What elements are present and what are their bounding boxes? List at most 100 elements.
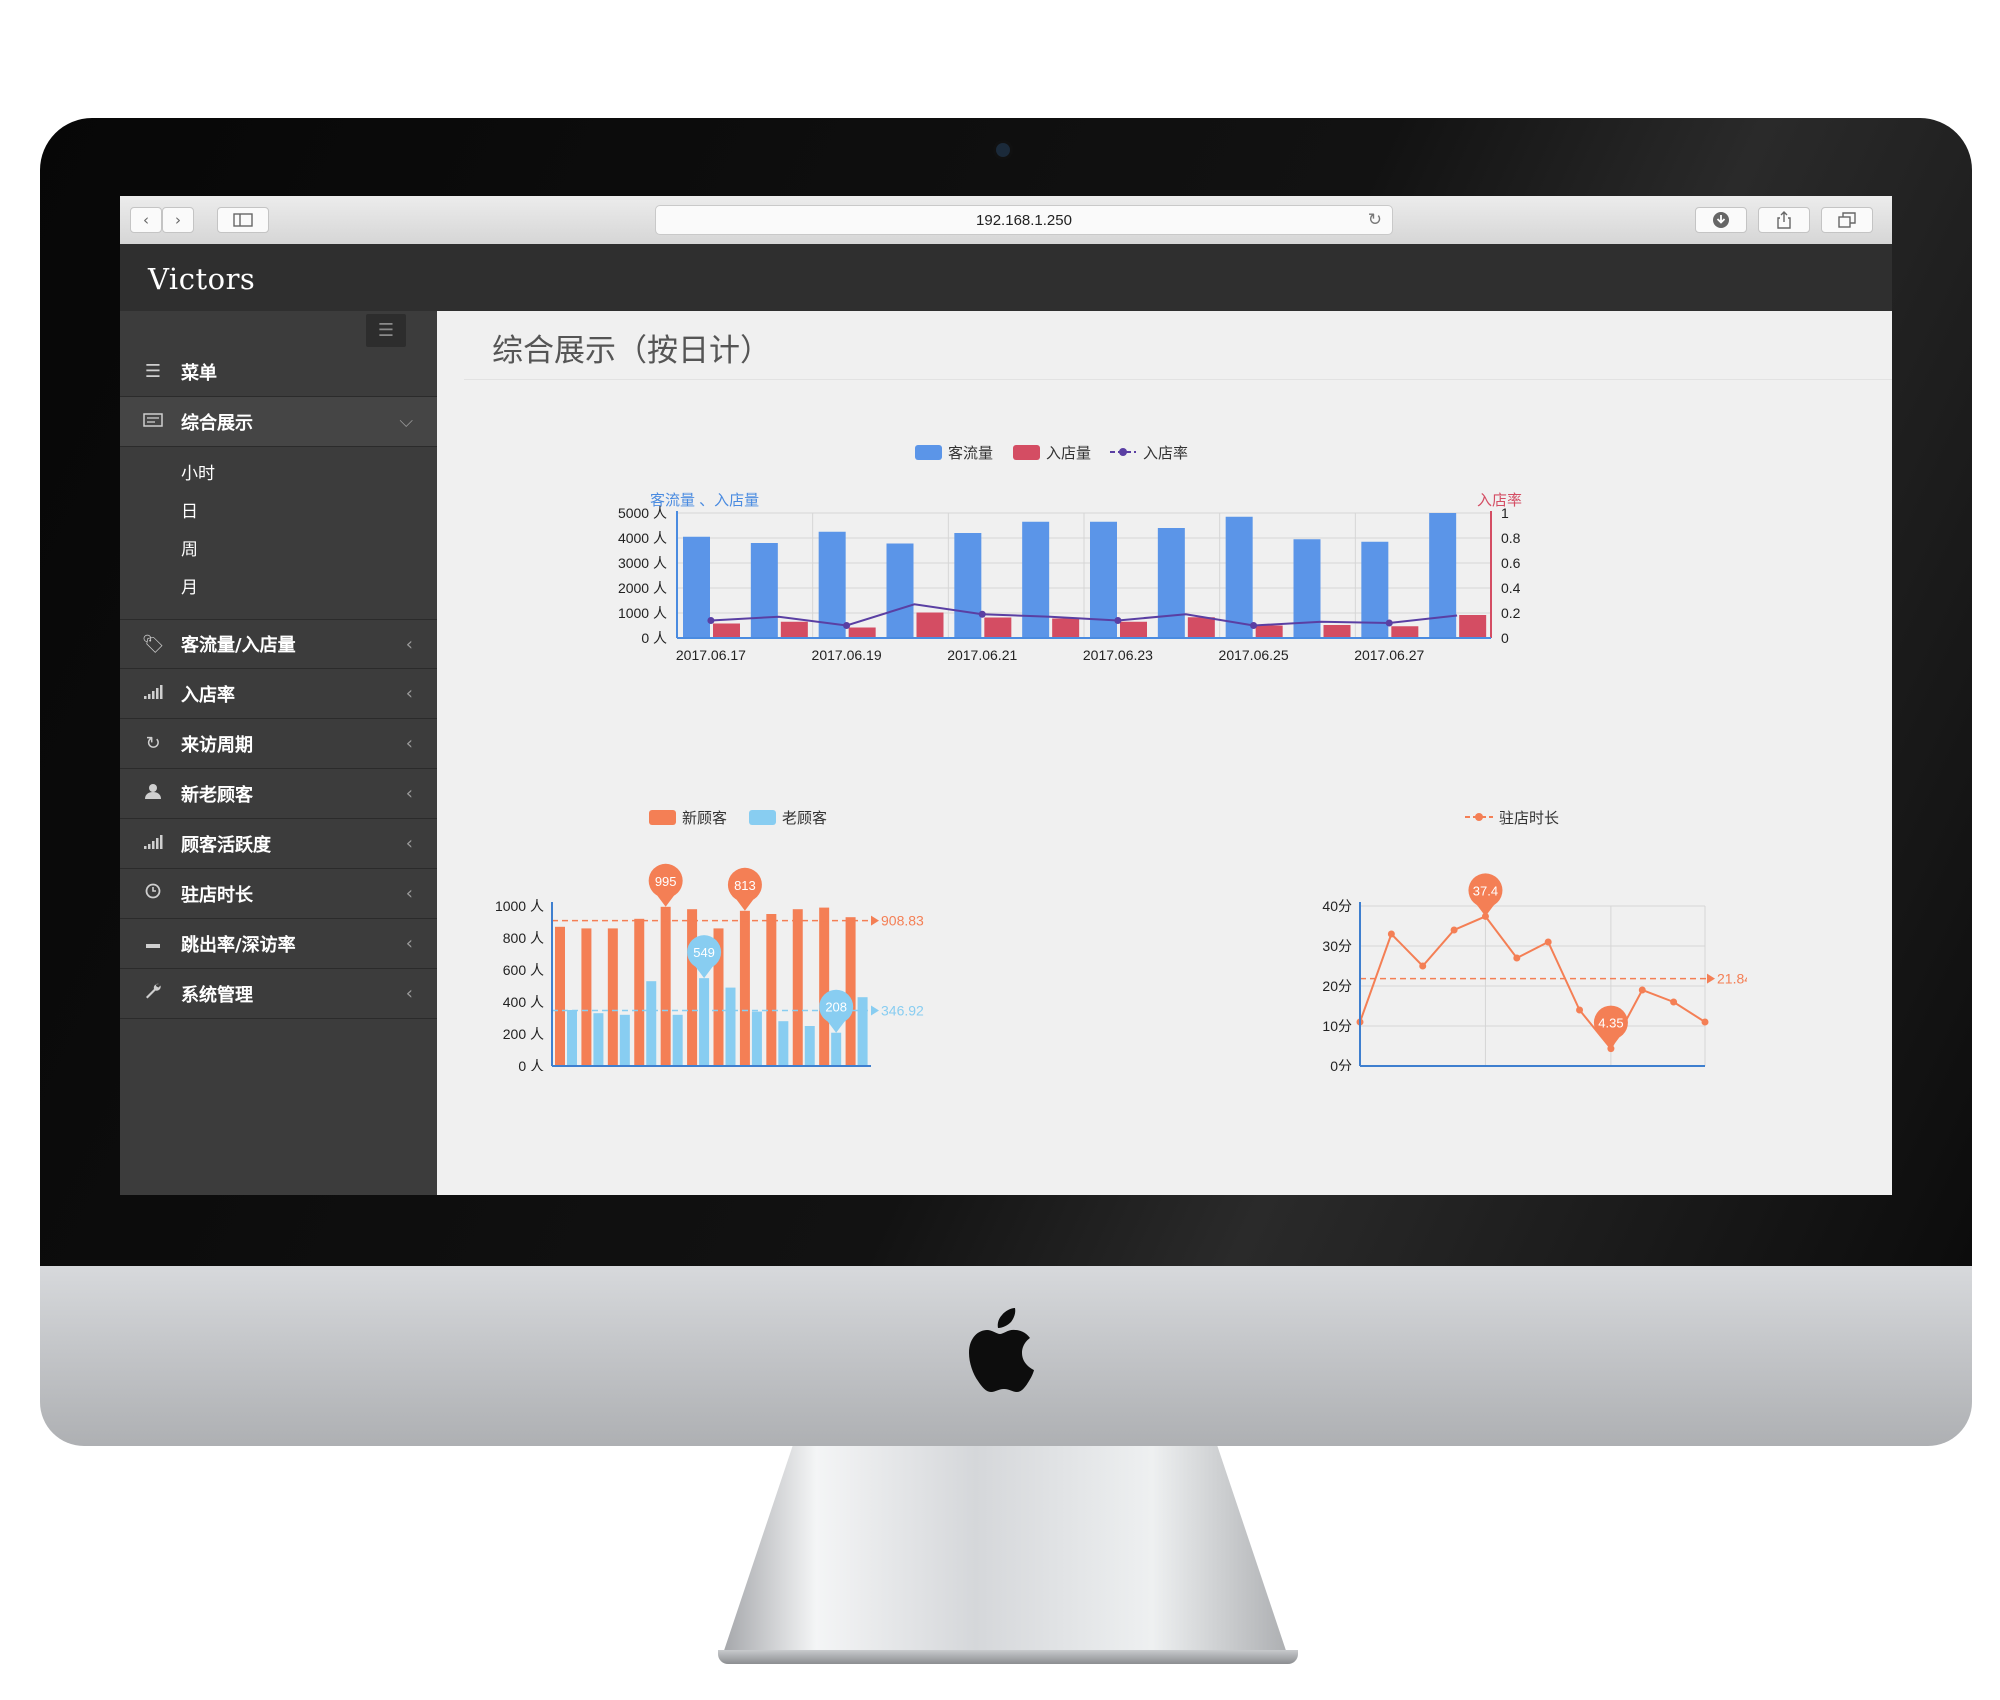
pin-new-2-label: 813	[734, 878, 756, 893]
min-pin-old-bubble	[819, 989, 854, 1024]
chart-markers: 21.84 37.4 4.35	[1360, 873, 1747, 1049]
min-pin-dwell-label: 4.35	[1598, 1016, 1623, 1031]
bar-new-customers	[581, 928, 592, 1066]
sidebar-collapse-button[interactable]: ☰	[366, 314, 406, 347]
tabs-button[interactable]	[1821, 207, 1873, 233]
x-tick-label: 2017.06.19	[812, 647, 882, 663]
rate-point	[843, 622, 851, 629]
sidebar-item-overview[interactable]: 综合展示 ⌵	[120, 397, 437, 447]
sidebar-item-dwell-time[interactable]: 驻店时长 ‹	[120, 869, 437, 919]
y-tick-right: 1	[1501, 505, 1509, 521]
bar-old-customers	[567, 1010, 577, 1066]
bar-old-customers	[857, 997, 868, 1066]
menu-lines-icon: ☰	[377, 320, 395, 341]
menu-lines-icon: ☰	[144, 361, 162, 382]
bar-entries	[1391, 626, 1419, 638]
sidebar-item-entry-rate[interactable]: 入店率 ‹	[120, 669, 437, 719]
download-icon	[1713, 212, 1729, 228]
legend-swatch-new	[649, 810, 676, 825]
traffic-chart: 客流量 入店量 入店率 客流量 、入店量 入店率 0 人 1000 人 2000 人…	[618, 445, 1522, 663]
dwell-point	[1607, 1045, 1615, 1053]
chart-axes	[551, 902, 871, 1067]
reload-icon[interactable]: ↻	[1367, 210, 1382, 230]
bar-new-customers	[555, 926, 565, 1066]
y-tick: 30分	[1322, 938, 1352, 954]
bar-old-customers	[831, 1032, 842, 1066]
sidebar-subitem-day[interactable]: 日	[181, 502, 198, 522]
chart-axes	[676, 511, 1492, 639]
chart-grid	[1360, 905, 1706, 1066]
sidebar-subitem-month[interactable]: 月	[181, 578, 198, 598]
signal-bars-icon	[141, 833, 165, 854]
bar-entries	[1255, 625, 1283, 638]
monitor-stand-base	[718, 1650, 1298, 1664]
dwell-point	[1513, 954, 1521, 962]
sidebar-item-visit-cycle[interactable]: ↻ 来访周期 ‹	[120, 719, 437, 769]
bar-traffic	[750, 543, 778, 638]
chevron-left-icon: ‹	[405, 883, 413, 904]
mean-label-dwell: 21.84	[1717, 971, 1747, 987]
legend-label-traffic: 客流量	[948, 445, 993, 462]
sidebar-item-label: 跳出率/深访率	[181, 934, 296, 956]
refresh-icon: ↻	[145, 733, 161, 754]
sidebar-subitem-week[interactable]: 周	[181, 540, 198, 560]
sidebar-item-label: 驻店时长	[181, 884, 253, 906]
max-pin-new-label: 995	[655, 874, 677, 889]
y-tick-right: 0.4	[1501, 580, 1521, 596]
legend-swatch-old	[749, 810, 776, 825]
sidebar-item-label: 新老顾客	[181, 784, 253, 806]
chevron-left-icon: ‹	[405, 833, 413, 854]
y-axis-left-title: 客流量 、入店量	[650, 492, 759, 509]
dwell-point	[1670, 998, 1678, 1006]
min-pin-old-label: 208	[825, 1000, 847, 1015]
y-tick: 600 人	[503, 962, 544, 978]
menu-header-label: 菜单	[181, 362, 217, 384]
sidebar-item-system[interactable]: 系统管理 ‹	[120, 969, 437, 1019]
menu-header: ☰ 菜单	[120, 347, 437, 397]
clock-icon	[141, 883, 165, 904]
y-tick-left: 5000 人	[618, 505, 667, 521]
download-button[interactable]	[1695, 207, 1747, 233]
chart-axes	[1359, 902, 1705, 1067]
x-tick-label: 2017.06.27	[1354, 647, 1424, 663]
bar-entries	[916, 612, 944, 638]
title-divider	[464, 379, 1892, 380]
chart-legend: 驻店时长	[1465, 810, 1559, 827]
back-button[interactable]: ‹	[130, 207, 162, 233]
bar-old-customers	[725, 987, 736, 1066]
sidebar-subitem-hour[interactable]: 小时	[181, 464, 215, 484]
address-bar[interactable]: 192.168.1.250 ↻	[655, 205, 1393, 235]
sidebar-item-activity[interactable]: 顾客活跃度 ‹	[120, 819, 437, 869]
bar-entries	[713, 623, 740, 638]
chart-line	[1356, 912, 1709, 1053]
chart-legend: 客流量 入店量 入店率	[915, 445, 1188, 462]
brand-logo[interactable]: Victors	[148, 262, 256, 296]
y-tick: 0 人	[518, 1058, 544, 1071]
y-tick-left: 1000 人	[618, 605, 667, 621]
chart-ticks: 0 人 1000 人 2000 人 3000 人 4000 人 5000 人 0 0.2 0.4…	[618, 505, 1521, 663]
bar-new-customers	[660, 906, 671, 1066]
sidebar-item-new-old-customers[interactable]: 新老顾客 ‹	[120, 769, 437, 819]
y-tick: 10分	[1322, 1018, 1352, 1034]
bar-new-customers	[739, 910, 750, 1066]
sidebar-item-bounce-rate[interactable]: 跳出率/深访率 ‹	[120, 919, 437, 969]
sidebar-toggle-button[interactable]	[217, 207, 269, 233]
share-button[interactable]	[1758, 207, 1810, 233]
legend-label-entries: 入店量	[1046, 445, 1091, 462]
forward-button[interactable]: ›	[162, 207, 194, 233]
rate-point	[707, 617, 715, 624]
chart-ticks: 0分10分20分30分40分2017.06.172017.06.212017.0…	[1322, 898, 1352, 1071]
bar-old-customers	[778, 1021, 789, 1066]
legend-label-rate: 入店率	[1143, 445, 1188, 462]
y-tick: 800 人	[503, 930, 544, 946]
rate-point	[1114, 617, 1122, 624]
browser-toolbar: ‹ › 192.168.1.250 ↻	[120, 196, 1892, 245]
chart-legend: 新顾客 老顾客	[649, 810, 827, 827]
y-tick-right: 0	[1501, 630, 1509, 646]
sidebar-item-traffic[interactable]: 🏷︎ 客流量/入店量 ‹	[120, 619, 437, 669]
y-tick-left: 2000 人	[618, 580, 667, 596]
chevron-left-icon: ‹	[405, 633, 413, 655]
dwell-time-chart: 驻店时长 0分10分20分30分40分2017.06.172017.06.212…	[1322, 810, 1747, 1071]
bar-new-customers	[766, 914, 777, 1066]
bar-new-customers	[845, 917, 856, 1066]
